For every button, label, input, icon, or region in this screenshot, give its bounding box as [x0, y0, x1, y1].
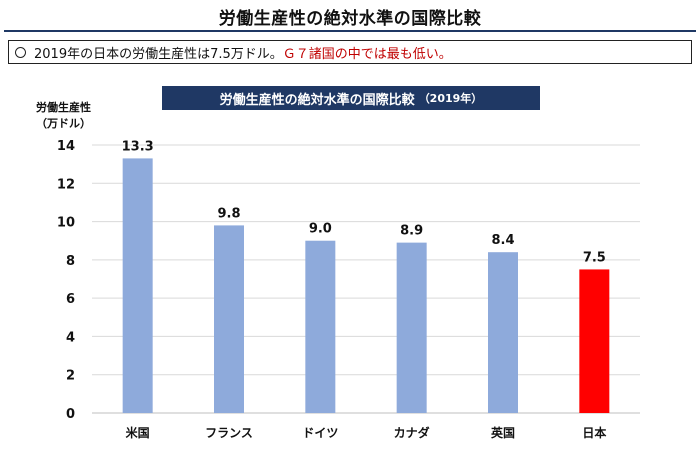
chart-title: 労働生産性の絶対水準の国際比較: [219, 92, 415, 108]
summary-note: 2019年の日本の労働生産性は7.5万ドル。 Ｇ７諸国の中では最も低い。: [8, 40, 692, 64]
title-divider: [4, 30, 696, 32]
y-tick-label: 0: [66, 407, 75, 422]
chart-subtitle: （2019年）: [418, 92, 483, 105]
y-axis-unit: （万ドル）: [36, 117, 91, 130]
data-label: 8.4: [491, 233, 514, 248]
circle-bullet-icon: [15, 46, 26, 58]
x-tick-label: ドイツ: [302, 426, 338, 440]
data-label: 7.5: [583, 250, 606, 265]
chart-title-banner: 労働生産性の絶対水準の国際比較 （2019年）: [162, 86, 540, 110]
bar: [214, 225, 244, 413]
data-label: 9.8: [217, 206, 240, 221]
y-axis-label: 労働生産性 （万ドル）: [36, 100, 91, 132]
bar: [122, 158, 153, 413]
x-tick-label: 英国: [491, 425, 515, 440]
y-tick-label: 6: [66, 292, 75, 307]
y-tick-label: 8: [66, 254, 75, 269]
data-label: 8.9: [400, 224, 423, 239]
x-tick-label: 米国: [126, 425, 150, 440]
bar: [305, 240, 336, 413]
data-label: 13.3: [122, 139, 154, 154]
bar: [488, 252, 518, 413]
y-tick-label: 10: [57, 216, 75, 231]
y-axis-title: 労働生産性: [36, 101, 91, 114]
note-highlight: Ｇ７諸国の中では最も低い。: [282, 46, 452, 62]
x-tick-label: カナダ: [394, 425, 430, 440]
x-tick-label: フランス: [205, 426, 253, 440]
bar: [579, 269, 610, 413]
y-tick-label: 2: [66, 369, 75, 384]
data-label: 9.0: [309, 222, 332, 237]
bar: [396, 242, 427, 413]
page-title: 労働生産性の絶対水準の国際比較: [218, 9, 482, 29]
y-tick-label: 4: [66, 330, 75, 345]
y-tick-label: 12: [57, 177, 75, 192]
note-text: 2019年の日本の労働生産性は7.5万ドル。: [34, 46, 283, 62]
y-tick-label: 14: [57, 139, 75, 154]
x-tick-label: 日本: [582, 425, 606, 440]
